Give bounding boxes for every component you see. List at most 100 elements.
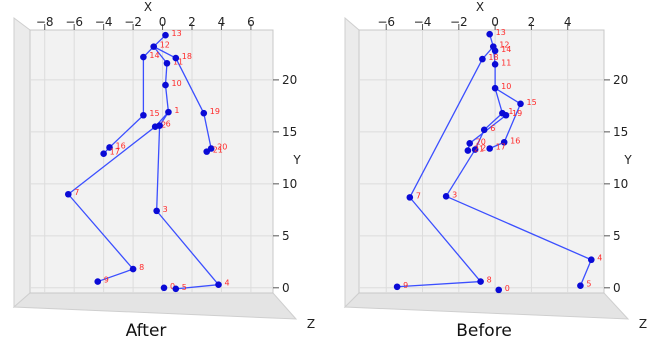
before-joint-label-16: 16 <box>510 136 520 145</box>
before-x-tick-label: 2 <box>528 15 536 29</box>
before-joint-label-21: 21 <box>474 145 484 154</box>
after-joint-8 <box>129 265 137 273</box>
after-joint-label-6: 6 <box>166 120 171 129</box>
before-bone-19-20 <box>469 114 507 144</box>
after-joint-label-3: 3 <box>163 205 168 214</box>
after-bone-12-18 <box>153 46 177 59</box>
before-joint-label-4: 4 <box>597 254 602 263</box>
after-y-tick-label: 5 <box>282 229 290 243</box>
before-bone-10-15 <box>494 87 521 105</box>
before-grid <box>359 30 604 293</box>
after-joint-label-11: 11 <box>173 57 183 66</box>
after-joint-label-16: 16 <box>116 141 126 150</box>
after-x-tick-label: 2 <box>188 15 196 29</box>
before-y-tick-label: 10 <box>613 177 628 191</box>
before-joint-5 <box>577 282 584 290</box>
before-y-tick-label: 15 <box>613 125 628 139</box>
after-joint-14 <box>140 53 147 61</box>
after-joint-label-15: 15 <box>149 109 159 118</box>
after-joint-0 <box>160 284 168 292</box>
after-caption: After <box>126 321 167 341</box>
before-joint-label-8: 8 <box>487 276 492 285</box>
before-joint-label-13: 13 <box>496 28 506 37</box>
before-joint-4 <box>587 256 595 264</box>
before-y-axis-label: Y <box>623 153 632 167</box>
before-joint-13 <box>486 30 493 38</box>
before-joint-label-7: 7 <box>416 191 421 200</box>
before-joint-label-10: 10 <box>501 82 511 91</box>
before-back-pane <box>358 29 605 294</box>
before-joint-2 <box>471 146 479 153</box>
before-joint-19 <box>502 111 510 119</box>
before-joint-3 <box>442 193 450 200</box>
before-joint-label-17: 17 <box>496 143 506 152</box>
after-joint-label-20: 20 <box>217 143 227 152</box>
after-y-tick-label: 20 <box>282 73 297 87</box>
after-joint-12 <box>150 43 158 50</box>
before-joint-0 <box>495 286 503 294</box>
after-joint-11 <box>163 59 171 67</box>
before-x-axis-label: X <box>476 0 484 14</box>
before-joint-label-14: 14 <box>501 45 511 54</box>
after-joint-6 <box>156 122 163 129</box>
after-x-tick-label: −4 <box>95 15 113 29</box>
before-joint-21 <box>464 147 472 154</box>
before-joint-11 <box>491 61 499 68</box>
after-joint-16 <box>106 144 113 151</box>
after-joint-18 <box>172 54 180 62</box>
before-joint-8 <box>477 278 484 285</box>
before-bone-15-16 <box>503 103 522 143</box>
before-z-axis-label: Z <box>639 317 647 331</box>
after-joint-label-5: 5 <box>182 283 187 292</box>
after-x-tick-label: 6 <box>247 15 255 29</box>
before-bone-3-4 <box>445 195 592 261</box>
after-joint-label-14: 14 <box>149 51 159 60</box>
before-joint-label-1: 1 <box>508 107 513 116</box>
after-joint-7 <box>64 190 72 198</box>
before-x-tick-label: −6 <box>377 15 395 29</box>
before-joint-16 <box>500 138 508 146</box>
after-y-axis-label: Y <box>292 153 301 167</box>
after-bone-6-3 <box>156 125 161 211</box>
after-joint-19 <box>200 109 208 117</box>
before-joint-label-6: 6 <box>490 124 495 133</box>
before-bone-8-9 <box>397 280 481 288</box>
before-bone-1-6 <box>483 112 503 131</box>
after-side-pane <box>13 17 31 309</box>
after-z-axis-label: Z <box>307 317 315 331</box>
before-joint-label-5: 5 <box>586 280 591 289</box>
after-floor-pane <box>12 292 298 320</box>
before-bone-18-7 <box>409 58 483 198</box>
before-joint-label-18: 18 <box>488 53 498 62</box>
before-y-tick-label: 0 <box>613 281 621 295</box>
after-joint-1 <box>165 108 172 116</box>
before-x-tick-label: 4 <box>564 15 572 29</box>
before-joint-18 <box>479 55 486 63</box>
after-joint-label-9: 9 <box>104 276 109 285</box>
before-joint-17 <box>486 145 493 152</box>
after-back-pane <box>29 29 274 294</box>
after-joint-label-2: 2 <box>161 121 166 130</box>
after-joint-label-8: 8 <box>139 263 144 272</box>
after-joint-15 <box>140 111 147 119</box>
before-bone-10-1 <box>494 88 503 114</box>
after-bone-7-8 <box>67 193 134 270</box>
after-joint-4 <box>215 281 222 288</box>
before-joint-label-3: 3 <box>452 190 457 199</box>
before-joint-label-19: 19 <box>512 109 522 118</box>
before-joint-label-11: 11 <box>501 58 511 67</box>
after-joint-9 <box>94 278 102 285</box>
after-joint-label-4: 4 <box>225 279 230 288</box>
before-joint-7 <box>406 194 414 201</box>
after-joint-label-7: 7 <box>74 188 79 197</box>
before-joint-6 <box>480 126 488 134</box>
before-bone-2-3 <box>445 149 476 197</box>
after-joint-label-10: 10 <box>171 79 181 88</box>
before-joint-label-2: 2 <box>481 144 486 153</box>
before-bone-7-8 <box>409 196 482 282</box>
after-joint-label-12: 12 <box>160 41 170 50</box>
